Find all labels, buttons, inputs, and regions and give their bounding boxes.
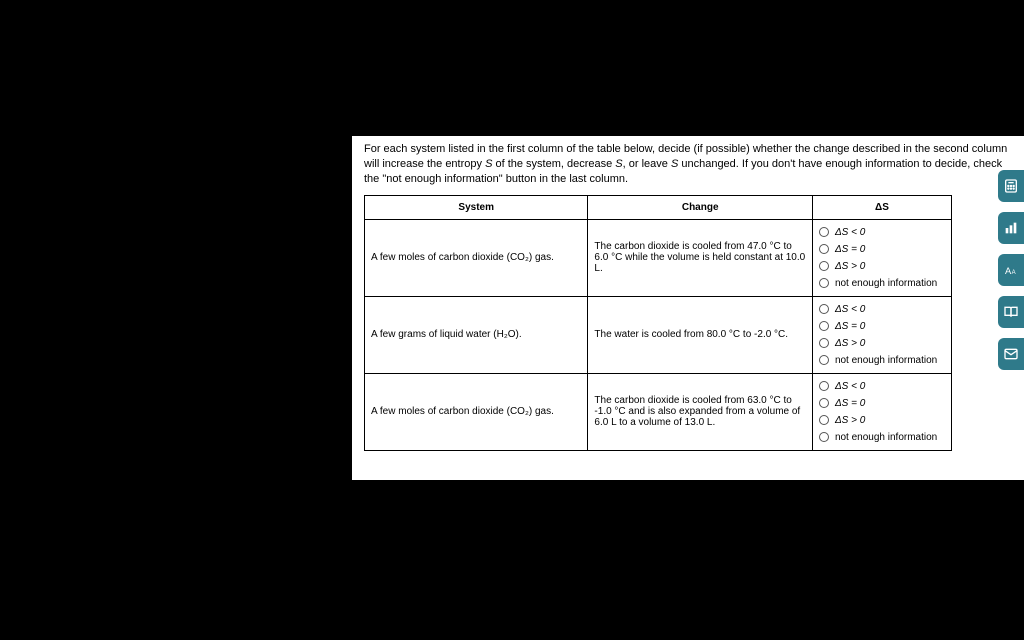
option-label: ΔS = 0 xyxy=(835,244,865,255)
option-label: ΔS > 0 xyxy=(835,338,865,349)
mail-icon[interactable] xyxy=(998,338,1024,370)
radio-icon[interactable] xyxy=(819,432,829,442)
header-delta-s: ΔS xyxy=(812,195,951,219)
bar-chart-icon[interactable] xyxy=(998,212,1024,244)
option-ds-eq-0[interactable]: ΔS = 0 xyxy=(819,318,945,335)
option-label: not enough information xyxy=(835,355,937,366)
option-label: ΔS > 0 xyxy=(835,261,865,272)
instr-part3: , or leave xyxy=(623,158,671,170)
book-icon[interactable] xyxy=(998,296,1024,328)
option-ds-eq-0[interactable]: ΔS = 0 xyxy=(819,241,945,258)
change-cell: The water is cooled from 80.0 °C to -2.0… xyxy=(588,296,813,373)
question-panel: For each system listed in the first colu… xyxy=(352,136,1024,480)
header-system: System xyxy=(365,195,588,219)
entropy-symbol-2: S xyxy=(615,158,622,170)
svg-text:A: A xyxy=(1005,266,1012,276)
radio-icon[interactable] xyxy=(819,304,829,314)
option-label: ΔS < 0 xyxy=(835,304,865,315)
system-cell: A few moles of carbon dioxide (CO₂) gas. xyxy=(365,219,588,296)
option-label: ΔS = 0 xyxy=(835,321,865,332)
table-row: A few moles of carbon dioxide (CO₂) gas.… xyxy=(365,373,952,450)
system-cell: A few grams of liquid water (H₂O). xyxy=(365,296,588,373)
option-not-enough-info[interactable]: not enough information xyxy=(819,429,945,446)
option-label: ΔS > 0 xyxy=(835,415,865,426)
entropy-table: System Change ΔS A few moles of carbon d… xyxy=(364,195,952,451)
instr-part2: of the system, decrease xyxy=(492,158,615,170)
table-row: A few grams of liquid water (H₂O).The wa… xyxy=(365,296,952,373)
option-not-enough-info[interactable]: not enough information xyxy=(819,352,945,369)
radio-icon[interactable] xyxy=(819,321,829,331)
option-ds-eq-0[interactable]: ΔS = 0 xyxy=(819,395,945,412)
option-label: ΔS = 0 xyxy=(835,398,865,409)
radio-icon[interactable] xyxy=(819,227,829,237)
radio-icon[interactable] xyxy=(819,278,829,288)
option-label: not enough information xyxy=(835,278,937,289)
radio-icon[interactable] xyxy=(819,338,829,348)
table-row: A few moles of carbon dioxide (CO₂) gas.… xyxy=(365,219,952,296)
option-ds-lt-0[interactable]: ΔS < 0 xyxy=(819,378,945,395)
side-tabs: AA xyxy=(998,170,1024,370)
option-ds-gt-0[interactable]: ΔS > 0 xyxy=(819,335,945,352)
option-not-enough-info[interactable]: not enough information xyxy=(819,275,945,292)
option-ds-lt-0[interactable]: ΔS < 0 xyxy=(819,224,945,241)
delta-s-cell: ΔS < 0 ΔS = 0 ΔS > 0 not enough information xyxy=(812,296,951,373)
change-cell: The carbon dioxide is cooled from 47.0 °… xyxy=(588,219,813,296)
radio-icon[interactable] xyxy=(819,381,829,391)
radio-icon[interactable] xyxy=(819,261,829,271)
option-ds-lt-0[interactable]: ΔS < 0 xyxy=(819,301,945,318)
radio-icon[interactable] xyxy=(819,244,829,254)
option-label: ΔS < 0 xyxy=(835,227,865,238)
option-ds-gt-0[interactable]: ΔS > 0 xyxy=(819,258,945,275)
option-label: not enough information xyxy=(835,432,937,443)
change-cell: The carbon dioxide is cooled from 63.0 °… xyxy=(588,373,813,450)
delta-s-cell: ΔS < 0 ΔS = 0 ΔS > 0 not enough information xyxy=(812,219,951,296)
calculator-icon[interactable] xyxy=(998,170,1024,202)
option-ds-gt-0[interactable]: ΔS > 0 xyxy=(819,412,945,429)
delta-s-cell: ΔS < 0 ΔS = 0 ΔS > 0 not enough information xyxy=(812,373,951,450)
system-cell: A few moles of carbon dioxide (CO₂) gas. xyxy=(365,373,588,450)
instructions: For each system listed in the first colu… xyxy=(364,142,1012,187)
svg-text:A: A xyxy=(1012,270,1016,276)
option-label: ΔS < 0 xyxy=(835,381,865,392)
radio-icon[interactable] xyxy=(819,355,829,365)
font-size-icon[interactable]: AA xyxy=(998,254,1024,286)
radio-icon[interactable] xyxy=(819,398,829,408)
header-change: Change xyxy=(588,195,813,219)
radio-icon[interactable] xyxy=(819,415,829,425)
